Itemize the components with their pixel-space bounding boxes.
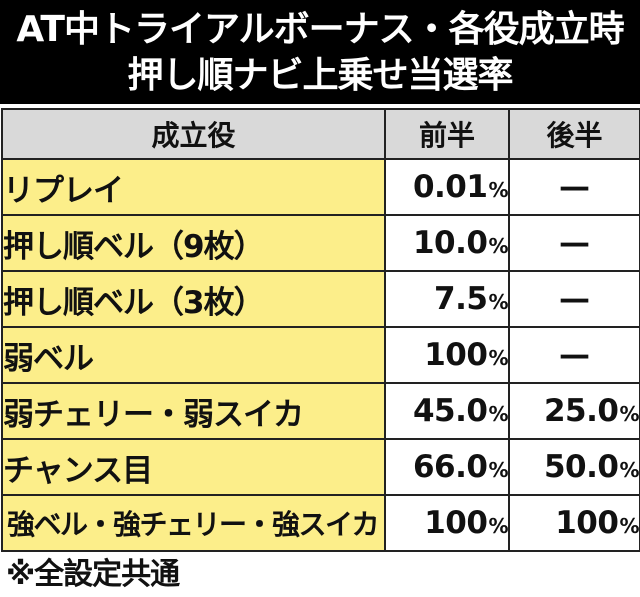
- percent-unit: %: [488, 346, 508, 370]
- not-applicable-dash: —: [559, 225, 590, 261]
- role-cell: 弱チェリー・弱スイカ: [1, 382, 386, 440]
- role-cell: 強ベル・強チェリー・強スイカ: [1, 494, 386, 552]
- rate-table: 成立役 前半 後半 リプレイ 0.01% — 押し順ベル（9枚） 10.0% — 押し順ベル…: [1, 108, 640, 552]
- first-half-rate-cell: 100%: [384, 326, 510, 384]
- second-half-rate-value: 100: [555, 505, 619, 541]
- first-half-rate-value: 45.0: [412, 393, 488, 429]
- title-banner: AT中トライアルボーナス・各役成立時 押し順ナビ上乗せ当選率: [0, 0, 640, 104]
- first-half-rate-value: 0.01: [412, 169, 488, 205]
- percent-unit: %: [619, 402, 639, 426]
- percent-unit: %: [488, 178, 508, 202]
- footnote: ※全設定共通: [6, 557, 180, 592]
- first-half-rate-value: 66.0: [412, 449, 488, 485]
- second-half-dash-cell: —: [508, 158, 640, 216]
- percent-unit: %: [619, 458, 639, 482]
- first-half-rate-cell: 45.0%: [384, 382, 510, 440]
- not-applicable-dash: —: [559, 337, 590, 373]
- first-half-rate-cell: 7.5%: [384, 270, 510, 328]
- role-cell: 押し順ベル（3枚）: [1, 270, 386, 328]
- percent-unit: %: [488, 514, 508, 538]
- percent-unit: %: [488, 402, 508, 426]
- role-cell: 弱ベル: [1, 326, 386, 384]
- column-header-role: 成立役: [1, 108, 386, 160]
- role-cell: チャンス目: [1, 438, 386, 496]
- column-header-second-half: 後半: [508, 108, 640, 160]
- second-half-dash-cell: —: [508, 270, 640, 328]
- second-half-dash-cell: —: [508, 326, 640, 384]
- table-row: 弱ベル 100% —: [1, 326, 640, 384]
- page-title-line2: 押し順ナビ上乗せ当選率: [127, 55, 513, 96]
- second-half-rate-cell: 100%: [508, 494, 640, 552]
- table-row: 強ベル・強チェリー・強スイカ 100% 100%: [1, 494, 640, 552]
- table-row: 押し順ベル（3枚） 7.5% —: [1, 270, 640, 328]
- first-half-rate-cell: 10.0%: [384, 214, 510, 272]
- not-applicable-dash: —: [559, 281, 590, 317]
- page-title-line1: AT中トライアルボーナス・各役成立時: [16, 9, 624, 50]
- table-row: 弱チェリー・弱スイカ 45.0% 25.0%: [1, 382, 640, 440]
- first-half-rate-cell: 100%: [384, 494, 510, 552]
- table-row: 押し順ベル（9枚） 10.0% —: [1, 214, 640, 272]
- column-header-first-half: 前半: [384, 108, 510, 160]
- table-row: リプレイ 0.01% —: [1, 158, 640, 216]
- second-half-rate-value: 25.0: [543, 393, 619, 429]
- first-half-rate-value: 100: [424, 505, 488, 541]
- table-header-row: 成立役 前半 後半: [1, 108, 640, 160]
- second-half-dash-cell: —: [508, 214, 640, 272]
- percent-unit: %: [488, 290, 508, 314]
- not-applicable-dash: —: [559, 169, 590, 205]
- second-half-rate-value: 50.0: [543, 449, 619, 485]
- second-half-rate-cell: 25.0%: [508, 382, 640, 440]
- percent-unit: %: [488, 458, 508, 482]
- first-half-rate-cell: 0.01%: [384, 158, 510, 216]
- first-half-rate-value: 7.5: [434, 281, 488, 317]
- table-row: チャンス目 66.0% 50.0%: [1, 438, 640, 496]
- first-half-rate-cell: 66.0%: [384, 438, 510, 496]
- first-half-rate-value: 10.0: [412, 225, 488, 261]
- first-half-rate-value: 100: [424, 337, 488, 373]
- role-cell: リプレイ: [1, 158, 386, 216]
- percent-unit: %: [619, 514, 639, 538]
- percent-unit: %: [488, 234, 508, 258]
- role-cell: 押し順ベル（9枚）: [1, 214, 386, 272]
- second-half-rate-cell: 50.0%: [508, 438, 640, 496]
